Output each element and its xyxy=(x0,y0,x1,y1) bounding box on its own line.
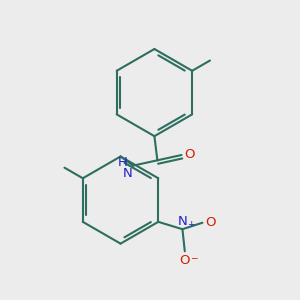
Text: O: O xyxy=(205,216,215,229)
Text: H: H xyxy=(118,156,128,169)
Text: +: + xyxy=(187,220,195,229)
Text: −: − xyxy=(190,254,198,262)
Text: N: N xyxy=(122,167,132,180)
Text: O: O xyxy=(179,254,190,267)
Text: O: O xyxy=(184,148,194,161)
Text: N: N xyxy=(178,215,187,228)
